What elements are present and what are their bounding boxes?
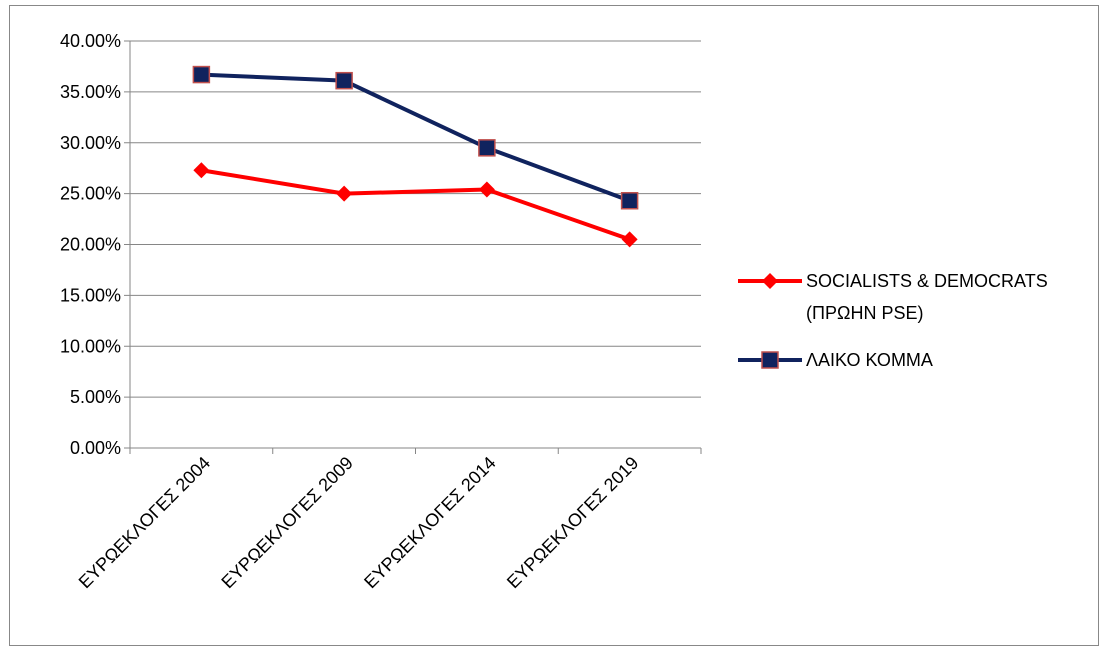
- data-point-diamond: [478, 181, 495, 198]
- data-point-diamond: [193, 162, 210, 179]
- y-tick-label: 25.00%: [60, 184, 121, 204]
- y-tick-label: 30.00%: [60, 133, 121, 153]
- data-point-diamond: [621, 231, 638, 248]
- legend: SOCIALISTS & DEMOCRATS (ΠΡΩΗΝ PSE) ΛΑΙΚΟ Κ…: [738, 271, 1048, 370]
- data-point-square: [335, 71, 353, 90]
- y-tick-label: 40.00%: [60, 31, 121, 51]
- data-point-square: [192, 65, 211, 84]
- x-tick-label: ΕΥΡΩΕΚΛΟΓΕΣ 2019: [503, 453, 642, 592]
- axes: 0.00% 5.00% 10.00% 15.00% 20.00% 25.00% 30.00%…: [60, 31, 702, 592]
- x-tick-label: ΕΥΡΩΕΚΛΟΓΕΣ 2004: [75, 453, 214, 592]
- series-line-1: [201, 168, 631, 242]
- series-line-2: [201, 72, 631, 203]
- y-tick-label: 35.00%: [60, 82, 121, 102]
- y-tick-label: 0.00%: [70, 438, 121, 458]
- legend-label: ΛΑΙΚΟ ΚΟΜΜΑ: [806, 350, 933, 370]
- legend-label: (ΠΡΩΗΝ PSE): [806, 303, 923, 323]
- data-point-square: [620, 191, 639, 210]
- data-point-diamond: [336, 185, 353, 202]
- data-point-square: [478, 139, 496, 157]
- x-tick-label: ΕΥΡΩΕΚΛΟΓΕΣ 2014: [360, 453, 499, 592]
- y-tick-label: 15.00%: [60, 285, 121, 305]
- chart-frame: [9, 5, 1099, 646]
- x-tick-label: ΕΥΡΩΕΚΛΟΓΕΣ 2009: [217, 453, 356, 592]
- legend-marker-square: [761, 351, 779, 369]
- y-tick-label: 10.00%: [60, 336, 121, 356]
- legend-label: SOCIALISTS & DEMOCRATS: [806, 271, 1048, 291]
- legend-marker-diamond: [762, 273, 778, 289]
- gridlines: [130, 40, 701, 398]
- y-tick-label: 5.00%: [70, 387, 121, 407]
- series-lines: [192, 65, 639, 248]
- y-tick-label: 20.00%: [60, 235, 121, 255]
